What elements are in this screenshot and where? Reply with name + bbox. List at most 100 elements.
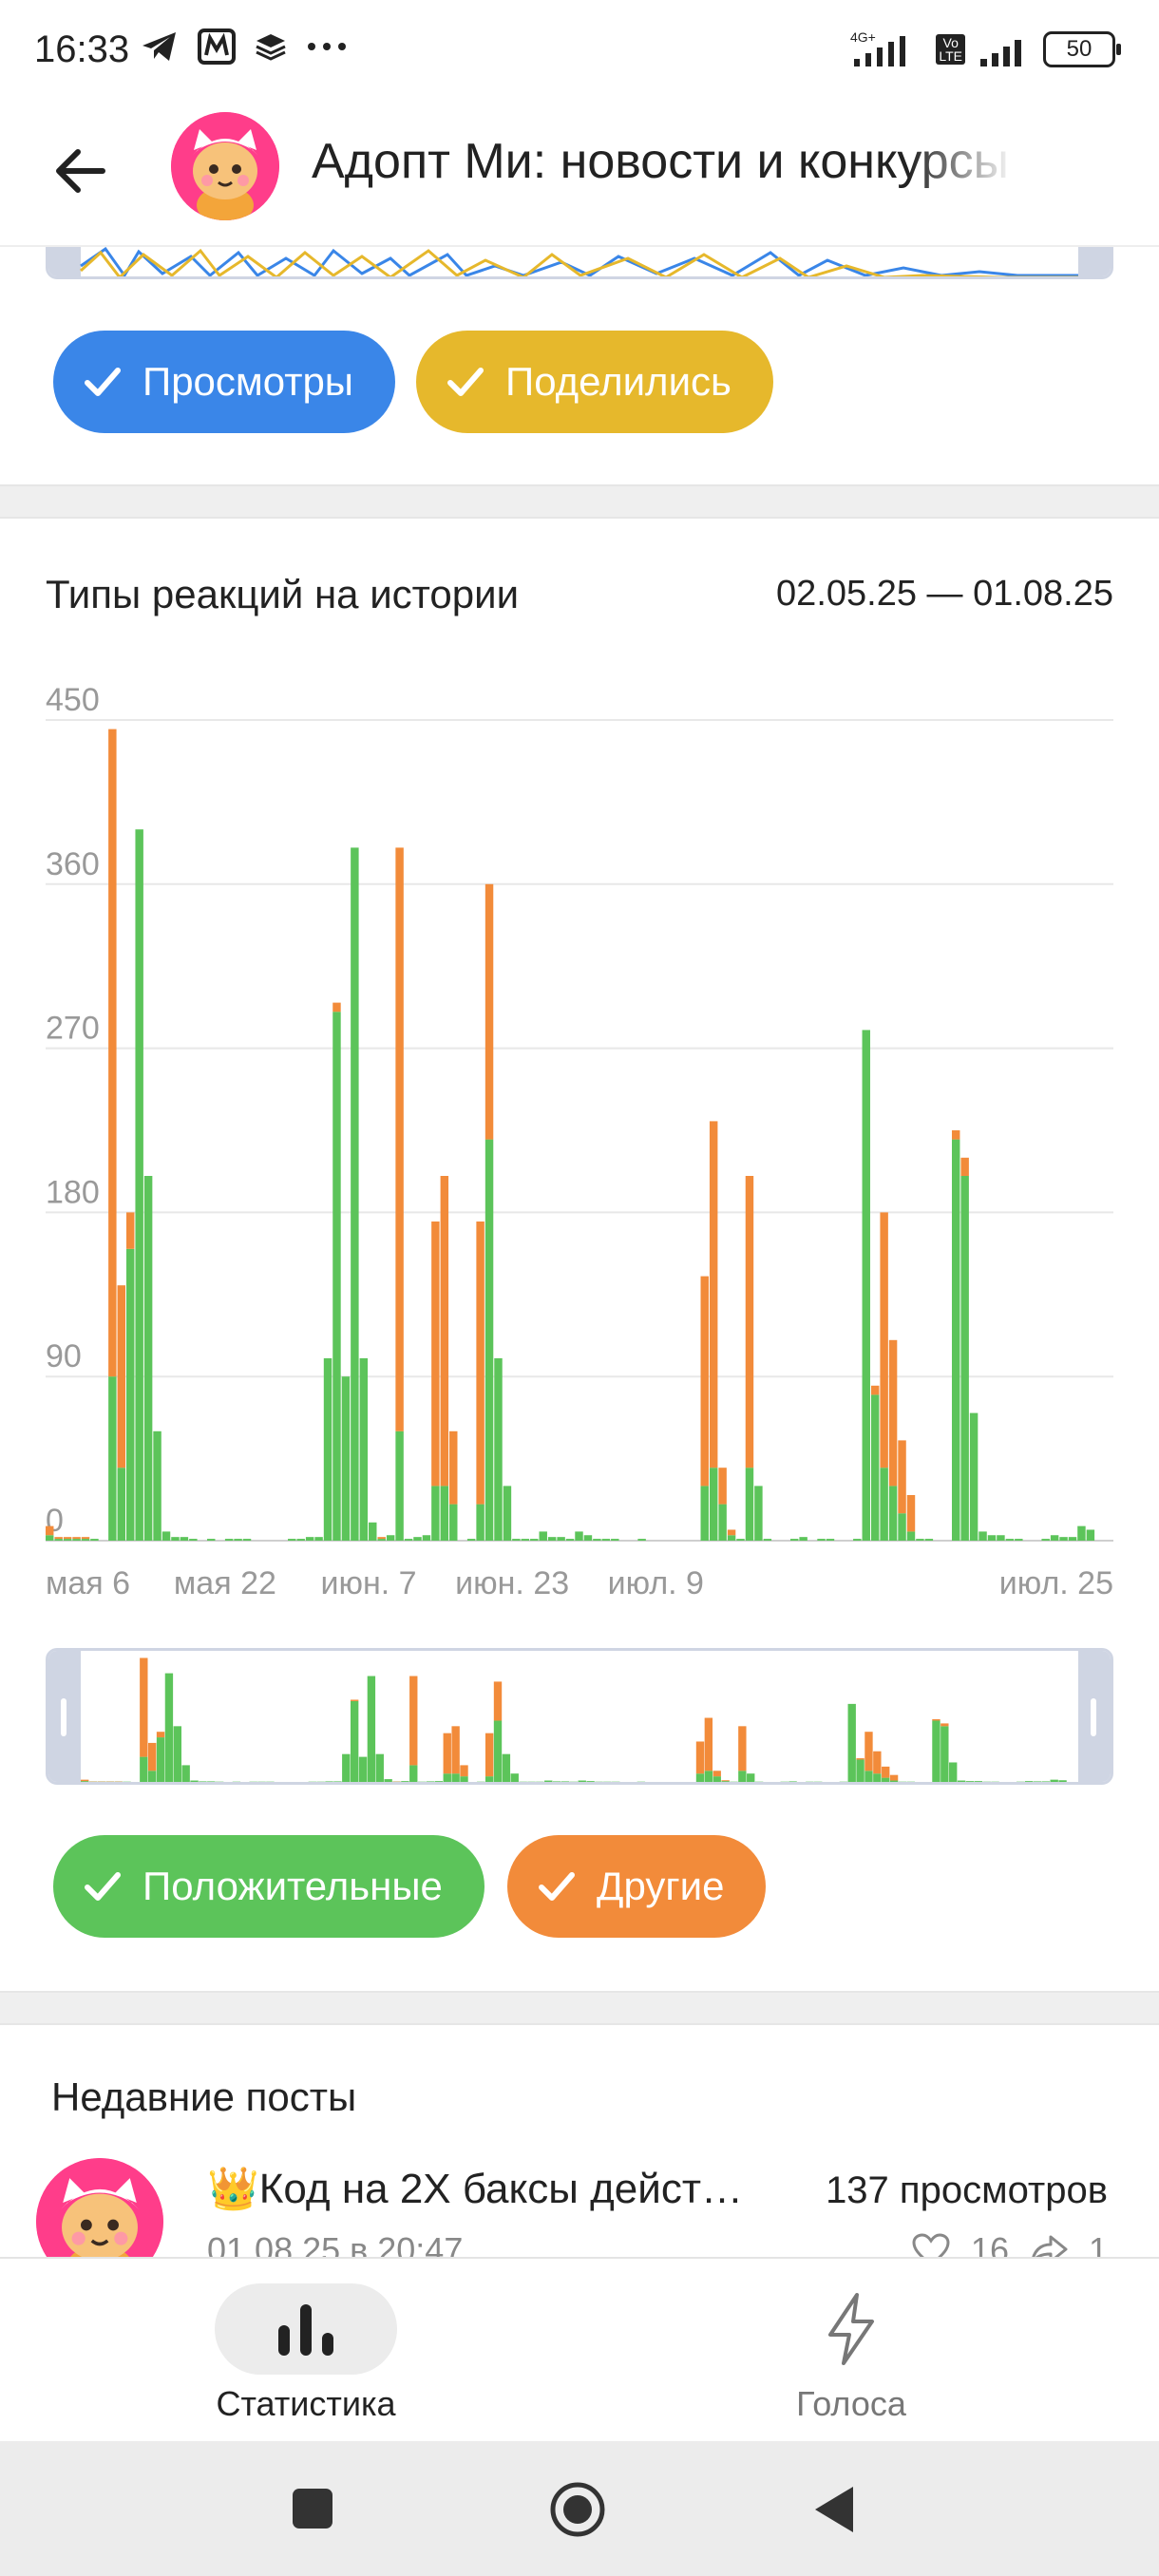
mini-bar-positive <box>409 1765 418 1782</box>
bar-positive <box>987 1535 997 1541</box>
bar-positive <box>476 1504 484 1541</box>
mini-bar-other <box>147 1742 157 1771</box>
mini-bar-positive <box>965 1781 975 1782</box>
bar-positive <box>296 1539 305 1541</box>
mini-bar-other <box>409 1676 418 1766</box>
battery-indicator: 50 <box>1043 31 1121 67</box>
back-button[interactable] <box>48 138 114 204</box>
bar-positive <box>888 1486 898 1541</box>
mini-bar-positive <box>156 1737 165 1782</box>
mini-bar-positive <box>199 1781 207 1782</box>
bar-positive <box>817 1539 826 1541</box>
range-handle-right[interactable] <box>1078 1651 1111 1782</box>
nav-statistics[interactable]: Статистика <box>116 2259 496 2443</box>
bar-other <box>709 1121 718 1468</box>
system-nav-bar <box>0 2441 1159 2576</box>
mini-bar-other <box>932 1719 940 1721</box>
bar-positive <box>709 1468 718 1541</box>
chip-views[interactable]: Просмотры <box>53 331 395 433</box>
volte-badge: Vo LTE <box>936 34 965 65</box>
channel-title: Адопт Ми: новости и конкурсы <box>312 134 1010 189</box>
mini-bar-positive <box>350 1700 359 1782</box>
mini-bar-positive <box>738 1771 747 1782</box>
chip-other[interactable]: Другие <box>507 1835 767 1938</box>
nav-votes[interactable]: Голоса <box>661 2259 1041 2443</box>
bar-positive <box>547 1537 557 1541</box>
mini-bar-positive <box>384 1779 392 1782</box>
section-divider <box>0 1991 1159 2025</box>
bar-other <box>431 1222 440 1487</box>
mini-bar-positive <box>510 1773 519 1782</box>
mini-bar-positive <box>847 1703 856 1782</box>
lightning-icon <box>828 2293 874 2365</box>
mini-bar-positive <box>1058 1780 1067 1782</box>
post-title-text: Код на 2Х баксы действует <box>258 2166 758 2212</box>
bar-positive <box>234 1539 242 1541</box>
bar-positive <box>969 1412 978 1541</box>
range-handle-right[interactable] <box>1078 247 1111 276</box>
mini-bar-positive <box>544 1780 553 1782</box>
bar-positive <box>557 1537 565 1541</box>
mini-bar-positive <box>721 1781 730 1782</box>
bar-positive <box>862 1030 870 1541</box>
bar-other <box>960 1157 969 1176</box>
mini-bar-positive <box>190 1780 199 1782</box>
bar-positive <box>404 1539 413 1541</box>
status-bar: 16:33 4G+ Vo LTE 50 <box>0 0 1159 104</box>
mini-bar-positive <box>375 1753 384 1782</box>
bar-other <box>54 1537 63 1540</box>
mini-bar-positive <box>207 1781 216 1782</box>
mini-bar-positive <box>164 1673 174 1782</box>
back-nav-button[interactable] <box>813 2485 855 2534</box>
mini-bar-other <box>721 1780 730 1782</box>
post-item[interactable]: 👑Код на 2Х баксы действует 01.08.25 в 20… <box>0 2147 1159 2285</box>
bar-positive <box>369 1522 377 1541</box>
bar-positive <box>413 1537 422 1541</box>
bar-other <box>46 1525 54 1536</box>
bar-positive <box>637 1539 646 1541</box>
bar-positive <box>1068 1537 1077 1541</box>
mini-bar-other <box>704 1717 713 1771</box>
bar-positive <box>978 1531 987 1541</box>
chip-shares-label: Поделились <box>505 359 732 404</box>
bar-other <box>888 1339 898 1487</box>
bar-positive <box>314 1537 323 1541</box>
post-views: 137 просмотров <box>826 2169 1108 2211</box>
x-tick-label: мая 6 <box>46 1565 130 1601</box>
chip-shares[interactable]: Поделились <box>416 331 773 433</box>
mini-bar-other <box>695 1741 705 1774</box>
section-divider <box>0 484 1159 519</box>
reactions-mini-chart[interactable] <box>46 1648 1113 1785</box>
bar-positive <box>359 1358 369 1541</box>
bar-other <box>727 1529 736 1536</box>
home-button[interactable] <box>549 2481 606 2538</box>
chip-positive[interactable]: Положительные <box>53 1835 484 1938</box>
bar-other <box>880 1212 888 1468</box>
x-tick-label: июн. 23 <box>455 1565 569 1601</box>
reactions-date-range[interactable]: 02.05.25 — 01.08.25 <box>776 574 1113 614</box>
bar-positive <box>530 1539 539 1541</box>
channel-avatar[interactable] <box>171 112 279 220</box>
bar-positive <box>718 1504 727 1541</box>
mini-bar-other <box>484 1733 494 1777</box>
views-mini-chart[interactable] <box>46 247 1113 279</box>
range-handle-left[interactable] <box>48 1651 81 1782</box>
bar-positive <box>332 1012 341 1541</box>
bar-positive <box>898 1513 906 1541</box>
bottom-nav: Статистика Голоса <box>0 2257 1159 2441</box>
bar-positive <box>1077 1525 1086 1541</box>
mini-bar-other <box>81 1779 89 1782</box>
bar-positive <box>799 1537 808 1541</box>
chip-positive-label: Положительные <box>142 1864 443 1908</box>
bar-positive <box>924 1539 934 1541</box>
recent-apps-button[interactable] <box>291 2487 334 2530</box>
bar-positive <box>81 1539 90 1541</box>
bar-positive <box>466 1539 476 1541</box>
mini-bar-positive <box>856 1759 864 1782</box>
cat-mascot-icon <box>171 112 279 220</box>
bar-positive <box>960 1176 969 1541</box>
range-handle-left[interactable] <box>48 247 81 276</box>
bar-positive <box>906 1531 916 1541</box>
bar-positive <box>162 1531 171 1541</box>
